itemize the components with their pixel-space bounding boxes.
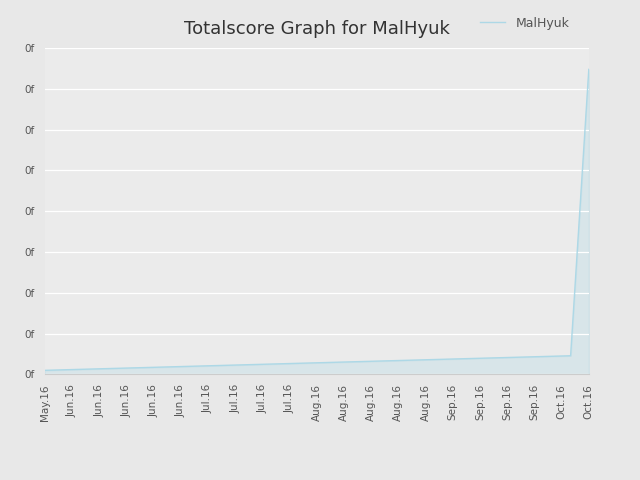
MalHyuk [499, 355, 507, 360]
MalHyuk [41, 368, 49, 373]
MalHyuk [43, 367, 51, 373]
Line: MalHyuk: MalHyuk [45, 69, 589, 371]
MalHyuk [585, 66, 593, 72]
MalHyuk [363, 359, 371, 364]
Legend: MalHyuk: MalHyuk [476, 12, 574, 35]
MalHyuk [374, 358, 381, 364]
Title: Totalscore Graph for MalHyuk: Totalscore Graph for MalHyuk [184, 20, 450, 38]
MalHyuk [365, 359, 372, 364]
MalHyuk [534, 354, 541, 360]
